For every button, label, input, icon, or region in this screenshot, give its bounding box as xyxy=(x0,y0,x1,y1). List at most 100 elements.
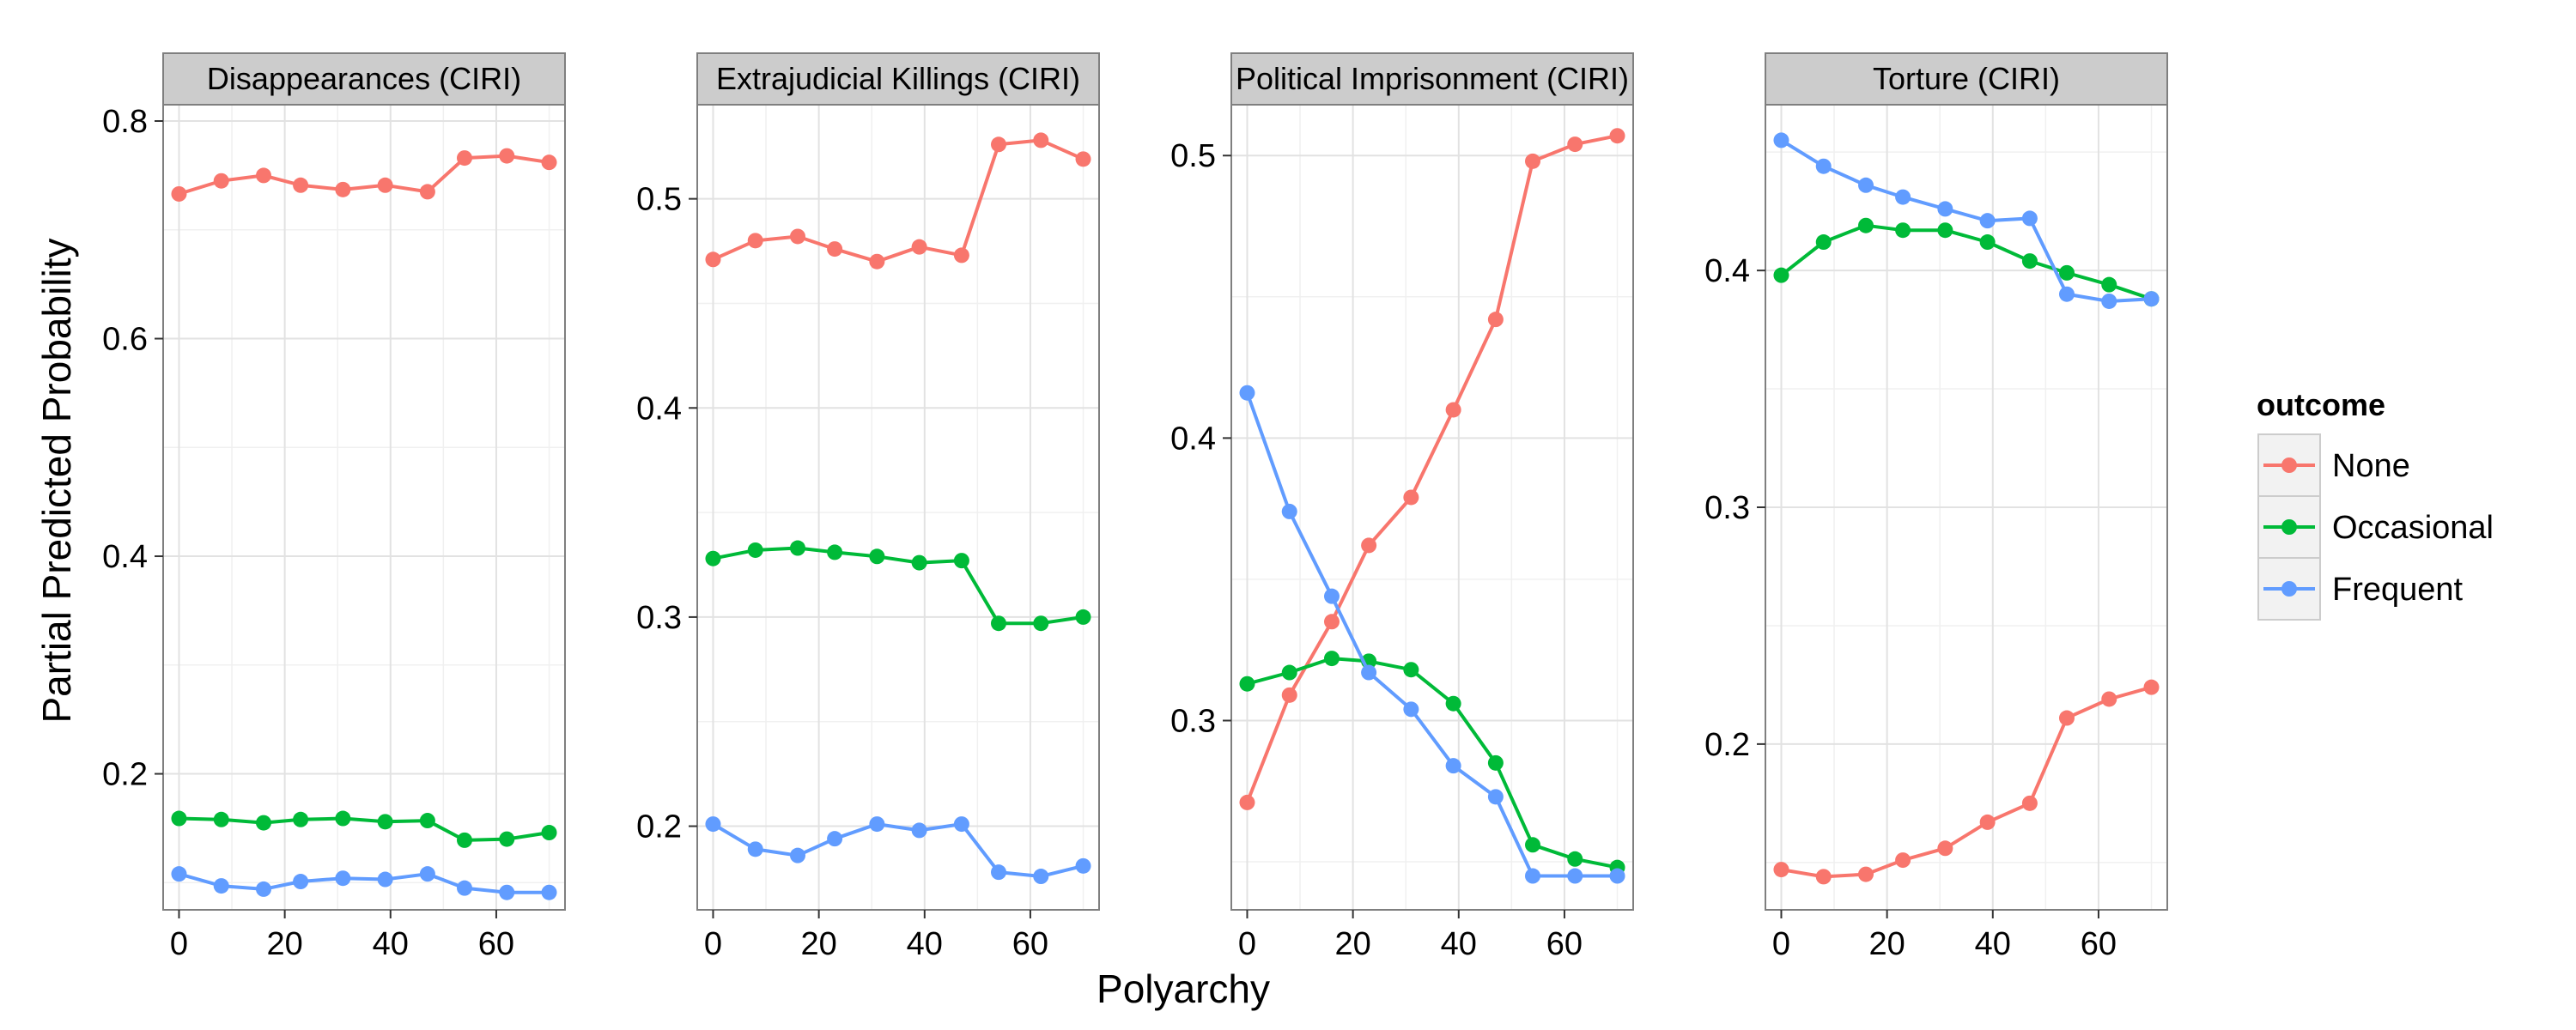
data-point-occasional xyxy=(171,810,187,827)
data-point-frequent xyxy=(953,816,969,833)
data-point-none xyxy=(1075,151,1091,167)
data-point-none xyxy=(293,177,309,193)
series-line-frequent xyxy=(178,872,550,894)
data-point-none xyxy=(419,184,435,200)
y-tick-label: 0.3 xyxy=(1170,703,1216,739)
x-tick-label: 60 xyxy=(2081,926,2117,962)
data-point-occasional xyxy=(335,810,351,827)
series-frequent xyxy=(1239,385,1625,884)
x-tick-label: 0 xyxy=(170,926,188,962)
data-point-none xyxy=(1937,840,1953,857)
x-axis-title: Polyarchy xyxy=(1097,966,1270,1011)
data-point-frequent xyxy=(2143,291,2160,307)
data-point-none xyxy=(1361,537,1377,554)
data-point-frequent xyxy=(499,884,515,900)
data-point-none xyxy=(790,228,805,245)
data-point-frequent xyxy=(2021,210,2038,227)
data-point-none xyxy=(1324,614,1340,630)
x-tick-label: 0 xyxy=(704,926,722,962)
series-line-none xyxy=(178,154,550,196)
data-point-none xyxy=(1567,136,1583,153)
data-point-occasional xyxy=(747,542,763,558)
data-point-occasional xyxy=(705,550,721,566)
data-point-frequent xyxy=(1239,385,1255,401)
data-point-frequent xyxy=(1487,789,1504,805)
data-point-frequent xyxy=(1979,213,1996,229)
x-tick-label: 0 xyxy=(1772,926,1790,962)
data-point-none xyxy=(953,247,969,264)
y-tick-label: 0.8 xyxy=(102,104,148,140)
data-point-none xyxy=(1895,852,1911,869)
data-point-frequent xyxy=(1525,868,1540,884)
data-point-occasional xyxy=(499,831,515,847)
data-point-none xyxy=(541,154,557,171)
x-tick-label: 60 xyxy=(1546,926,1583,962)
data-point-occasional xyxy=(1033,615,1049,632)
data-point-frequent xyxy=(1815,158,1832,174)
data-point-none xyxy=(377,177,393,193)
data-point-frequent xyxy=(2059,286,2075,302)
x-tick-label: 20 xyxy=(1334,926,1370,962)
y-tick-label: 0.2 xyxy=(1704,727,1750,763)
data-point-frequent xyxy=(377,871,393,888)
data-point-none xyxy=(335,181,351,197)
series-line-occasional xyxy=(1780,223,2153,301)
data-point-none xyxy=(1487,312,1504,328)
series-none xyxy=(1773,679,2160,885)
data-point-occasional xyxy=(541,825,557,841)
strip-disappearances-ciri xyxy=(162,52,566,106)
panel-border xyxy=(696,104,1100,911)
data-point-occasional xyxy=(953,553,969,569)
data-point-occasional xyxy=(1075,609,1091,625)
y-tick-label: 0.2 xyxy=(102,757,148,793)
data-point-occasional xyxy=(293,811,309,827)
data-point-frequent xyxy=(1324,588,1340,604)
data-point-occasional xyxy=(213,811,229,827)
data-point-occasional xyxy=(2059,264,2075,281)
data-point-none xyxy=(457,150,472,167)
panel-border xyxy=(162,104,566,911)
data-point-frequent xyxy=(1609,868,1625,884)
y-tick-label: 0.3 xyxy=(1704,490,1750,526)
data-point-occasional xyxy=(1445,695,1461,712)
y-tick-label: 0.2 xyxy=(636,809,682,845)
data-point-occasional xyxy=(911,554,927,571)
series-line-occasional xyxy=(713,546,1084,626)
data-point-none xyxy=(991,136,1006,153)
x-tick-label: 40 xyxy=(1975,926,2011,962)
x-tick-label: 60 xyxy=(1012,926,1048,962)
legend-key-point-none xyxy=(2281,457,2297,473)
data-point-occasional xyxy=(1487,754,1504,771)
data-point-occasional xyxy=(1815,234,1832,251)
panel-disappearances-ciri: Disappearances (CIRI) 0 20 40 60 0.2 0.4 0.6 0.8 xyxy=(102,52,566,962)
data-point-frequent xyxy=(705,816,721,833)
series-frequent xyxy=(171,866,557,900)
x-tick-label: 40 xyxy=(1441,926,1477,962)
series-none xyxy=(705,132,1091,270)
y-tick-label: 0.3 xyxy=(636,600,682,636)
panel-extrajudicial-killings-ciri: Extrajudicial Killings (CIRI) 0 20 40 60 0.2 0… xyxy=(636,52,1100,962)
x-tick-label: 20 xyxy=(1868,926,1905,962)
data-point-frequent xyxy=(991,864,1006,881)
data-point-occasional xyxy=(1895,222,1911,239)
series-occasional xyxy=(1239,651,1625,876)
data-point-frequent xyxy=(293,874,309,890)
series-line-occasional xyxy=(1246,657,1618,869)
data-point-frequent xyxy=(827,831,843,847)
strip-title-political-imprisonment-ciri: Political Imprisonment (CIRI) xyxy=(1236,61,1629,96)
series-line-occasional xyxy=(179,816,550,842)
strip-torture-ciri xyxy=(1765,52,2168,106)
data-point-frequent xyxy=(790,847,805,863)
series-line-frequent xyxy=(1780,138,2152,303)
data-point-none xyxy=(1525,153,1540,169)
data-point-none xyxy=(2143,679,2160,695)
data-point-frequent xyxy=(1567,868,1583,884)
data-point-frequent xyxy=(1361,664,1377,681)
data-point-occasional xyxy=(991,615,1006,632)
data-point-frequent xyxy=(1445,758,1461,774)
strip-title-torture-ciri: Torture (CIRI) xyxy=(1873,61,2060,96)
data-point-occasional xyxy=(1324,651,1340,667)
data-point-frequent xyxy=(1773,132,1789,148)
data-point-none xyxy=(1979,814,1996,830)
